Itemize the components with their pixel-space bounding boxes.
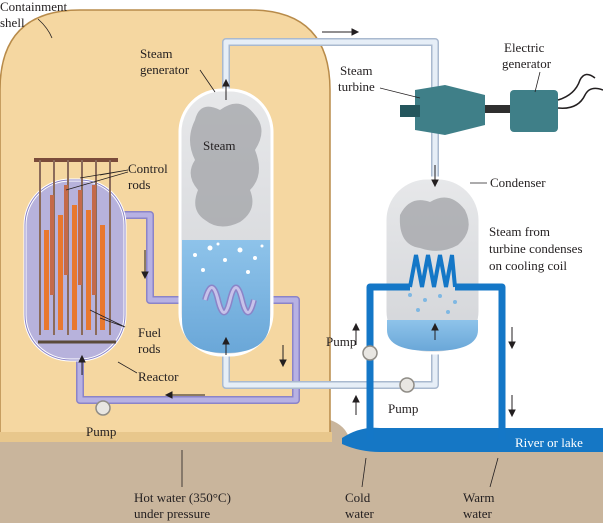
fuel-rod xyxy=(58,215,63,330)
cooling-water-pipe xyxy=(366,283,506,440)
steam-generator-water xyxy=(182,240,270,353)
label-hot-water-1: Hot water (350°C) xyxy=(134,490,231,505)
steam-cloud xyxy=(190,103,262,227)
label-steam-gen-2: generator xyxy=(140,62,190,77)
label-control-rods-1: Control xyxy=(128,161,168,176)
label-shell: shell xyxy=(0,15,25,30)
label-cold-water-2: water xyxy=(345,506,375,521)
fuel-rod xyxy=(44,230,49,330)
label-cold-water-1: Cold xyxy=(345,490,371,505)
generator-wires xyxy=(557,73,603,109)
label-steam-cond-2: turbine condenses xyxy=(489,241,583,256)
label-steam-cond-1: Steam from xyxy=(489,224,550,239)
label-pump-cold: Pump xyxy=(326,334,356,349)
fuel-rod xyxy=(86,210,91,330)
flow-arrows xyxy=(78,28,516,418)
label-pump-mid: Pump xyxy=(388,401,418,416)
pump-icon xyxy=(362,345,378,361)
label-fuel-rods-2: rods xyxy=(138,341,160,356)
label-hot-water-2: under pressure xyxy=(134,506,210,521)
pump-icon xyxy=(95,400,111,416)
fuel-rod xyxy=(72,205,77,330)
control-rod xyxy=(50,195,54,295)
bubbles xyxy=(193,242,264,274)
turbine-icon xyxy=(415,85,485,135)
condenser-water xyxy=(387,320,478,351)
river xyxy=(342,427,603,452)
label-turbine-2: turbine xyxy=(338,79,375,94)
label-warm-water-1: Warm xyxy=(463,490,494,505)
label-reactor: Reactor xyxy=(138,369,179,384)
shell-base xyxy=(0,432,332,442)
label-control-rods-2: rods xyxy=(128,177,150,192)
pump-icon xyxy=(399,377,415,393)
label-generator-1: Electric xyxy=(504,40,545,55)
label-warm-water-2: water xyxy=(463,506,493,521)
label-steam-gen-1: Steam xyxy=(140,46,173,61)
label-steam-cond-3: on cooling coil xyxy=(489,258,567,273)
control-rod xyxy=(78,190,82,285)
label-turbine-1: Steam xyxy=(340,63,373,78)
label-generator-2: generator xyxy=(502,56,552,71)
generator-icon xyxy=(510,90,558,132)
rods xyxy=(39,160,111,335)
label-steam-inside: Steam xyxy=(203,138,236,153)
cooling-coil-icon xyxy=(408,254,457,288)
fuel-rod xyxy=(100,225,105,330)
label-river: River or lake xyxy=(515,435,583,450)
label-fuel-rods-1: Fuel xyxy=(138,325,162,340)
control-rod xyxy=(64,185,68,275)
label-pump-left: Pump xyxy=(86,424,116,439)
control-rod xyxy=(92,185,96,295)
label-containment: Containment xyxy=(0,0,68,14)
label-condenser: Condenser xyxy=(490,175,546,190)
condensate-drops xyxy=(408,293,457,314)
